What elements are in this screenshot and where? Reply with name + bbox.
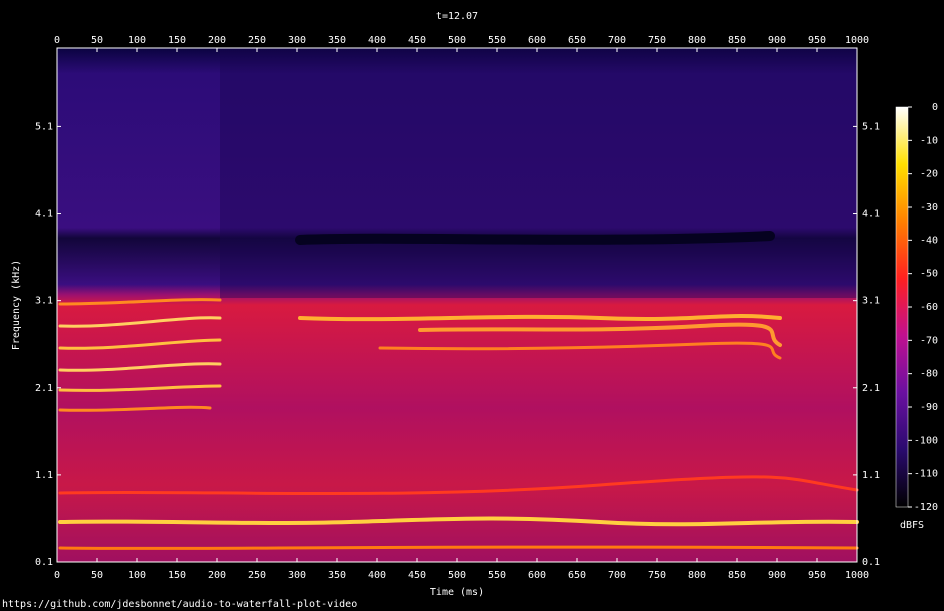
y-tick-label: 4.1 <box>35 209 53 220</box>
colorbar-tick-label: -50 <box>920 269 938 280</box>
x-tick-label: 750 <box>648 570 666 581</box>
x-tick-label: 100 <box>128 570 146 581</box>
x-tick-label: 900 <box>768 570 786 581</box>
x-tick-label: 350 <box>328 570 346 581</box>
x-axis-label: Time (ms) <box>430 587 484 598</box>
x-tick-label-top: 950 <box>808 35 826 46</box>
x-tick-label: 50 <box>91 570 103 581</box>
x-tick-label: 550 <box>488 570 506 581</box>
chart-title: t=12.07 <box>436 11 478 22</box>
y-tick-label-right: 1.1 <box>862 470 880 481</box>
harmonic-bands <box>58 231 859 550</box>
x-tick-label: 0 <box>54 570 60 581</box>
x-tick-label-top: 500 <box>448 35 466 46</box>
x-tick-label-top: 650 <box>568 35 586 46</box>
colorbar-tick-label: 0 <box>932 102 938 113</box>
y-tick-label-right: 3.1 <box>862 296 880 307</box>
x-tick-label-top: 300 <box>288 35 306 46</box>
colorbar-tick-label: -40 <box>920 235 938 246</box>
colorbar <box>895 106 909 508</box>
spectrogram <box>56 47 859 563</box>
x-tick-label: 950 <box>808 570 826 581</box>
x-tick-label: 650 <box>568 570 586 581</box>
colorbar-tick-label: -20 <box>920 169 938 180</box>
x-tick-label-top: 700 <box>608 35 626 46</box>
x-tick-label-top: 800 <box>688 35 706 46</box>
x-tick-label: 500 <box>448 570 466 581</box>
x-tick-label: 200 <box>208 570 226 581</box>
y-tick-label: 0.1 <box>35 557 53 568</box>
x-tick-label-top: 850 <box>728 35 746 46</box>
y-tick-label-right: 5.1 <box>862 121 880 132</box>
x-tick-label: 250 <box>248 570 266 581</box>
colorbar-tick-label: -110 <box>914 469 938 480</box>
x-tick-label: 150 <box>168 570 186 581</box>
y-tick-label: 1.1 <box>35 470 53 481</box>
y-tick-label: 5.1 <box>35 121 53 132</box>
x-tick-label: 1000 <box>845 570 869 581</box>
colorbar-tick-label: -90 <box>920 402 938 413</box>
x-tick-label-top: 250 <box>248 35 266 46</box>
y-tick-label-right: 4.1 <box>862 209 880 220</box>
x-tick-label: 600 <box>528 570 546 581</box>
colorbar-tick-label: -30 <box>920 202 938 213</box>
x-tick-label-top: 50 <box>91 35 103 46</box>
footer: https://github.com/jdesbonnet/audio-to-w… <box>2 599 357 610</box>
colorbar-tick-label: -100 <box>914 435 938 446</box>
y-tick-label-right: 0.1 <box>862 557 880 568</box>
colorbar-label: dBFS <box>900 520 924 531</box>
y-tick-label: 2.1 <box>35 383 53 394</box>
colorbar-tick-label: -120 <box>914 502 938 513</box>
x-tick-label-top: 450 <box>408 35 426 46</box>
x-tick-label-top: 200 <box>208 35 226 46</box>
x-tick-label: 300 <box>288 570 306 581</box>
x-tick-label-top: 150 <box>168 35 186 46</box>
x-tick-label-top: 550 <box>488 35 506 46</box>
x-tick-label: 850 <box>728 570 746 581</box>
x-tick-label-top: 1000 <box>845 35 869 46</box>
x-tick-label-top: 400 <box>368 35 386 46</box>
x-tick-label: 800 <box>688 570 706 581</box>
x-tick-label: 700 <box>608 570 626 581</box>
x-tick-label-top: 350 <box>328 35 346 46</box>
colorbar-tick-label: -70 <box>920 335 938 346</box>
colorbar-tick-label: -80 <box>920 369 938 380</box>
x-tick-label-top: 0 <box>54 35 60 46</box>
y-tick-label: 3.1 <box>35 296 53 307</box>
x-tick-label-top: 750 <box>648 35 666 46</box>
x-tick-label-top: 600 <box>528 35 546 46</box>
colorbar-tick-label: -60 <box>920 302 938 313</box>
x-tick-label-top: 900 <box>768 35 786 46</box>
y-tick-label-right: 2.1 <box>862 383 880 394</box>
x-tick-label: 450 <box>408 570 426 581</box>
spectrogram-shade <box>220 48 857 298</box>
y-axis-label: Frequency (kHz) <box>11 260 22 350</box>
x-tick-label: 400 <box>368 570 386 581</box>
x-tick-label-top: 100 <box>128 35 146 46</box>
colorbar-tick-label: -10 <box>920 135 938 146</box>
